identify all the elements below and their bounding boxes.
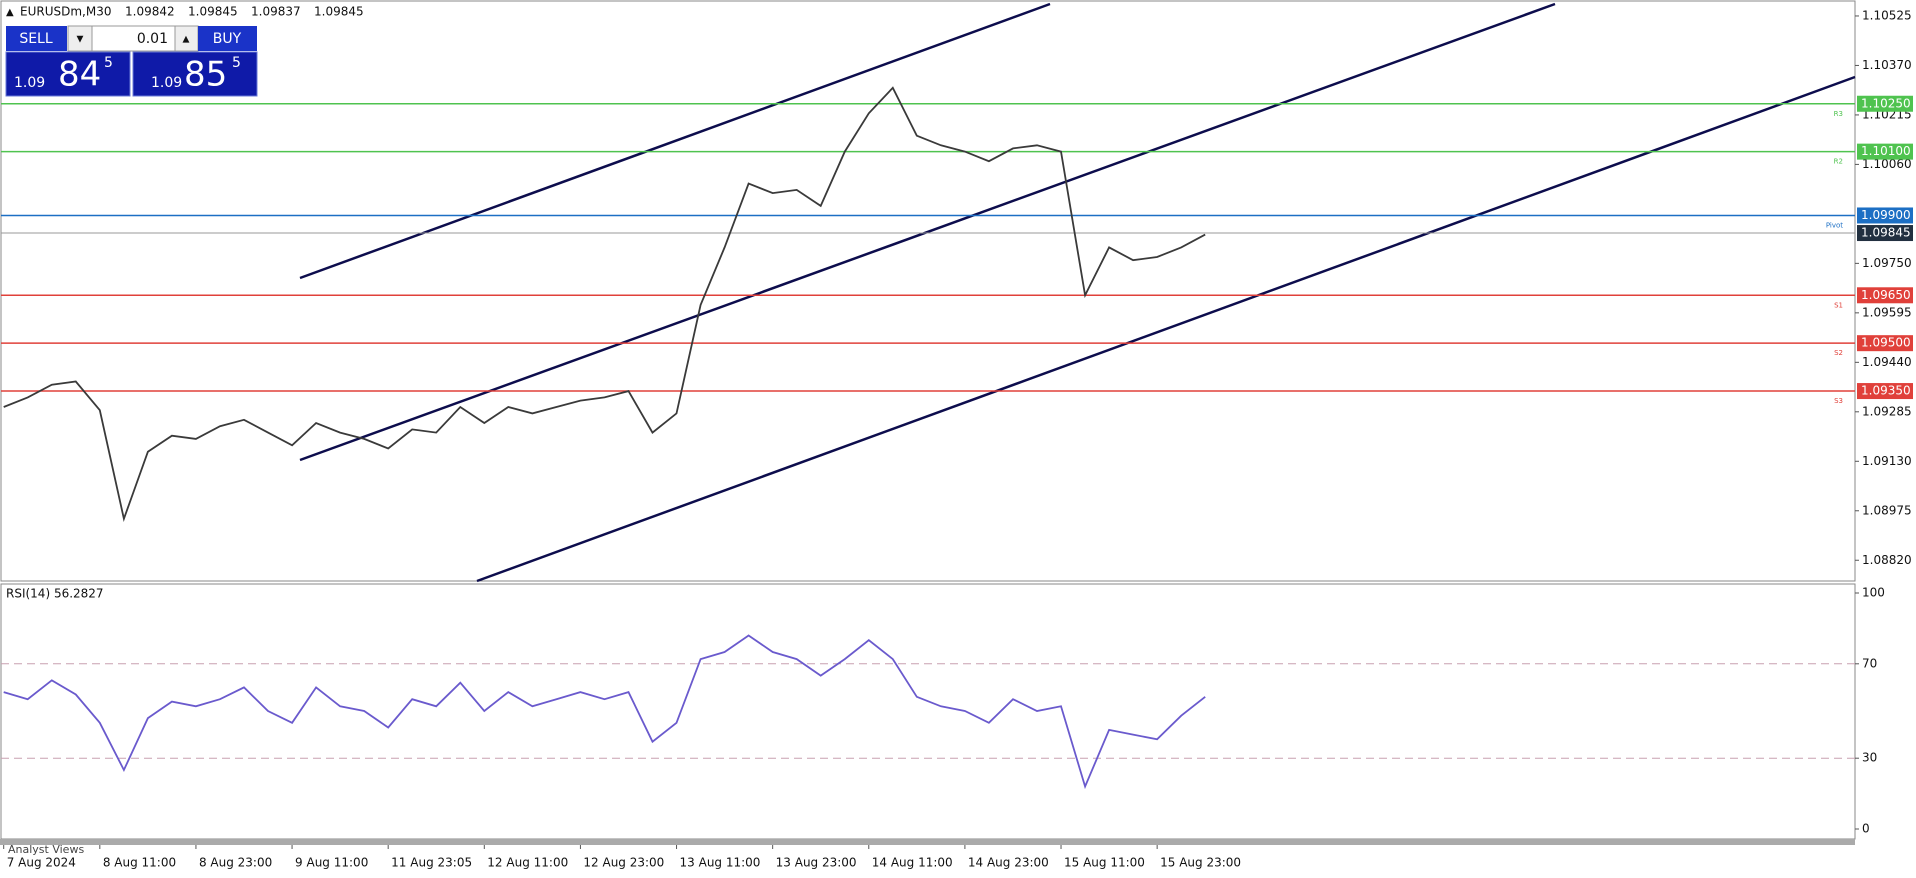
level-name: S3 [1834, 397, 1843, 405]
time-label: 15 Aug 23:00 [1160, 856, 1241, 870]
price-tick-label: 1.09130 [1862, 454, 1912, 468]
price-tick-label: 1.08820 [1862, 553, 1912, 567]
level-label: 1.09900 [1861, 208, 1911, 222]
time-label: 7 Aug 2024 [7, 856, 76, 870]
channel-line [476, 75, 1856, 583]
rsi-tick-label: 30 [1862, 751, 1877, 765]
level-label: 1.09350 [1861, 384, 1911, 398]
price-tick-label: 1.09750 [1862, 256, 1912, 270]
time-label: 8 Aug 11:00 [103, 856, 176, 870]
level-name: R2 [1834, 158, 1843, 166]
current-price-label: 1.09845 [1861, 226, 1911, 240]
time-label: 14 Aug 11:00 [872, 856, 953, 870]
volume-down[interactable] [67, 25, 93, 52]
bid-big[interactable]: 1.09 [14, 75, 45, 91]
time-label: 8 Aug 23:00 [199, 856, 272, 870]
time-label: 13 Aug 11:00 [680, 856, 761, 870]
level-name: Pivot [1826, 221, 1843, 229]
buy-label[interactable]: BUY [213, 31, 242, 47]
quote: 1.09845 [188, 5, 238, 19]
level-label: 1.10250 [1861, 96, 1911, 110]
price-tick-label: 1.09440 [1862, 355, 1912, 369]
level-label-box [1857, 287, 1913, 304]
price-pane [0, 0, 1856, 582]
price-tick-label: 1.10060 [1862, 157, 1912, 171]
ask-frac[interactable]: 5 [232, 55, 241, 71]
price-tick-label: 1.08975 [1862, 503, 1912, 517]
sell-label[interactable]: SELL [19, 31, 53, 47]
level-label-box [1857, 207, 1913, 224]
price-tick-label: 1.09595 [1862, 305, 1912, 319]
level-name: S1 [1834, 301, 1843, 309]
level-label-box [1857, 335, 1913, 352]
level-label: 1.10100 [1861, 144, 1911, 158]
level-name: R3 [1834, 110, 1843, 118]
ask-box[interactable] [132, 51, 258, 97]
sell-button[interactable] [6, 26, 67, 51]
time-label: 14 Aug 23:00 [968, 856, 1049, 870]
volume[interactable]: 0.01 [137, 31, 168, 47]
level-name: S2 [1834, 349, 1843, 357]
time-label: 11 Aug 23:05 [391, 856, 472, 870]
price-tick-label: 1.10370 [1862, 58, 1912, 72]
time-label: 13 Aug 23:00 [776, 856, 857, 870]
ask-pips[interactable]: 85 [184, 55, 227, 95]
trade-panel: ▲ EURUSDm,M30 1.09842 1.09845 1.09837 1.… [5, 5, 364, 97]
buy-button[interactable] [198, 26, 257, 51]
channel-line [299, 2, 1556, 462]
level-label-box [1857, 383, 1913, 400]
arrow[interactable]: ▼ [77, 35, 84, 45]
rsi-tick-label: 0 [1862, 822, 1870, 836]
level-label: 1.09650 [1861, 288, 1911, 302]
rsi-tick-label: 100 [1862, 586, 1885, 600]
level-label-box [1857, 95, 1913, 112]
tab-separator [0, 839, 1855, 845]
level-label-box [1857, 143, 1913, 160]
current-price-box [1857, 225, 1913, 242]
quote: 1.09837 [251, 5, 301, 19]
bid-box[interactable] [5, 51, 131, 97]
analyst-tab[interactable]: Analyst Views [8, 843, 84, 856]
volume-field[interactable] [91, 25, 176, 52]
arrow[interactable]: ▲ [183, 35, 190, 45]
channel-line [299, 2, 1051, 280]
symbol: EURUSDm,M30 [20, 5, 111, 19]
rsi-title: RSI(14) 56.2827 [6, 587, 104, 601]
time-label: 12 Aug 11:00 [487, 856, 568, 870]
time-label: 15 Aug 11:00 [1064, 856, 1145, 870]
level-label: 1.09500 [1861, 336, 1911, 350]
time-label: 9 Aug 11:00 [295, 856, 368, 870]
header-triangle: ▲ [6, 7, 14, 18]
ask-big[interactable]: 1.09 [151, 75, 182, 91]
time-label: 12 Aug 23:00 [583, 856, 664, 870]
bid-pips[interactable]: 84 [58, 55, 101, 95]
bid-frac[interactable]: 5 [104, 55, 113, 71]
price-line [3, 86, 1206, 523]
rsi-line [3, 634, 1206, 790]
price-tick-label: 1.09285 [1862, 404, 1912, 418]
quote: 1.09845 [314, 5, 364, 19]
rsi-tick-label: 70 [1862, 656, 1877, 670]
quote: 1.09842 [125, 5, 175, 19]
price-tick-label: 1.10525 [1862, 8, 1912, 22]
